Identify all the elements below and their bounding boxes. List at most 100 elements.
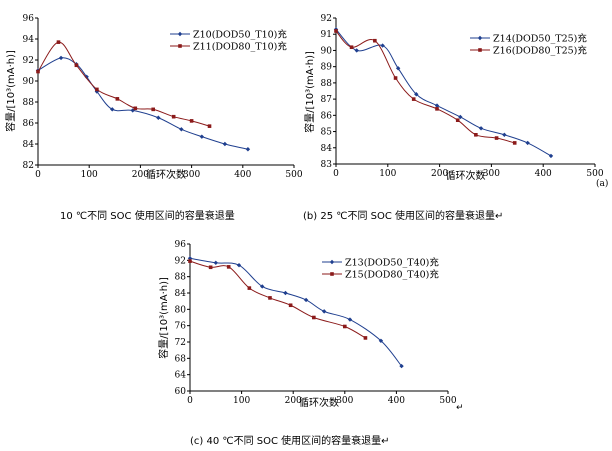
y-tick-label: 80 [175,305,187,315]
x-tick-label: 300 [183,170,200,180]
data-point-diamond [199,134,205,139]
data-point-square [334,29,338,33]
y-tick-label: 91 [321,30,332,40]
data-point-square [455,118,460,122]
data-point-diamond [110,107,115,112]
x-tick-label: 400 [535,169,552,179]
series-line-1 [37,41,210,127]
data-point-square [349,45,354,49]
caption-panel-a: 10 ℃不同 SOC 使用区间的容量衰退量 [60,211,235,222]
data-point-square [95,87,99,92]
data-point-diamond [303,297,309,303]
x-tick-label: 500 [439,396,456,406]
data-point-diamond [213,260,218,265]
x-tick-label: 200 [431,169,448,179]
y-tick-label: 68 [175,354,187,364]
y-axis-title: 容量/[10³(mA·h)] [303,51,316,133]
y-tick-label: 88 [175,273,187,283]
data-point-square [226,265,231,269]
chart-panel-1: 0 100 200 300 400 500 83 84 85 86 87 88 89 90 91 92 循环次数… [303,14,608,189]
y-axis-title: 容量/[10³(mA·h)] [4,50,17,132]
y-tick-label: 86 [321,111,333,121]
y-tick-label: 92 [23,56,34,66]
y-tick-label: 84 [23,140,35,150]
y-tick-label: 92 [175,256,186,266]
data-point-diamond [245,147,251,152]
legend-label: Z16(DOD80_T25)充 [493,45,587,57]
y-tick-label: 89 [321,63,333,73]
y-tick-label: 96 [175,240,187,250]
x-tick-label: 0 [187,396,193,406]
data-point-diamond [156,115,161,120]
x-tick-label: 400 [388,396,405,406]
data-point-diamond [222,141,228,147]
chart-panel-2: 0 100 200 300 400 500 60 64 68 72 76 80 84 88 92 96 循环次数… [157,240,457,409]
x-tick-label: 400 [234,170,251,180]
data-point-square [188,259,192,263]
data-point-diamond [354,48,359,53]
data-point-square [373,38,377,43]
y-tick-label: 85 [321,128,333,138]
data-point-square [494,136,499,140]
y-tick-label: 94 [23,35,35,45]
x-tick-label: 500 [285,170,302,180]
caption-panel-c: (c) 40 ℃不同 SOC 使用区间的容量衰退量↵ [190,436,390,447]
y-tick-label: 83 [321,160,333,170]
series-line-0 [189,257,402,367]
y-tick-label: 76 [175,322,187,332]
data-point-diamond [478,126,484,131]
y-tick-label: 90 [23,77,35,87]
legend-marker [178,44,182,48]
y-tick-label: 88 [321,79,333,89]
data-point-diamond [395,66,401,71]
data-point-diamond [525,140,530,146]
y-tick-label: 84 [175,289,187,299]
data-point-square [207,124,212,128]
data-point-square [435,107,439,111]
data-point-square [474,133,478,137]
x-tick-label: 300 [483,169,500,179]
data-point-diamond [347,317,353,322]
x-axis-title: 循环次数 [446,169,486,182]
series-line-0 [37,57,249,150]
panel-mark: (a) [596,178,608,189]
data-point-diamond [236,263,242,268]
y-tick-label: 90 [321,46,333,56]
data-point-square [247,286,252,290]
y-tick-label: 72 [175,338,186,348]
y-tick-label: 84 [321,144,333,154]
caption-panel-b: (b) 25 ℃不同 SOC 使用区间的容量衰退量↵ [303,211,504,222]
data-point-diamond [179,127,184,132]
y-tick-label: 96 [23,14,35,24]
y-tick-label: 88 [23,98,35,108]
data-point-diamond [260,284,265,289]
legend-label: Z10(DOD50_T10)充 [193,29,287,41]
data-point-square [171,114,176,119]
data-point-square [512,141,517,145]
data-point-diamond [58,55,64,61]
legend-marker [329,259,335,265]
y-tick-label: 92 [321,14,332,24]
legend-label: Z15(DOD80_T40)充 [345,269,439,281]
data-point-square [268,296,272,300]
data-point-square [189,119,194,123]
data-point-diamond [187,256,193,261]
data-point-square [133,106,138,111]
data-point-diamond [378,338,384,343]
data-point-diamond [84,74,89,79]
legend-marker [478,48,482,52]
chart-panel-0: 0 100 200 300 400 500 82 84 86 88 90 92 94 96 循环次数 容量/[… [4,14,303,181]
legend-marker [477,35,483,41]
x-tick-label: 200 [285,396,302,406]
legend-label: Z13(DOD50_T40)充 [345,257,439,269]
y-tick-label: 87 [321,95,333,105]
data-point-square [56,40,61,44]
data-point-square [312,315,316,320]
data-point-square [115,97,120,101]
x-tick-label: 100 [81,170,98,180]
series-line-1 [335,30,515,144]
data-point-square [36,69,40,74]
x-tick-label: 100 [233,396,250,406]
legend-marker [330,272,334,276]
